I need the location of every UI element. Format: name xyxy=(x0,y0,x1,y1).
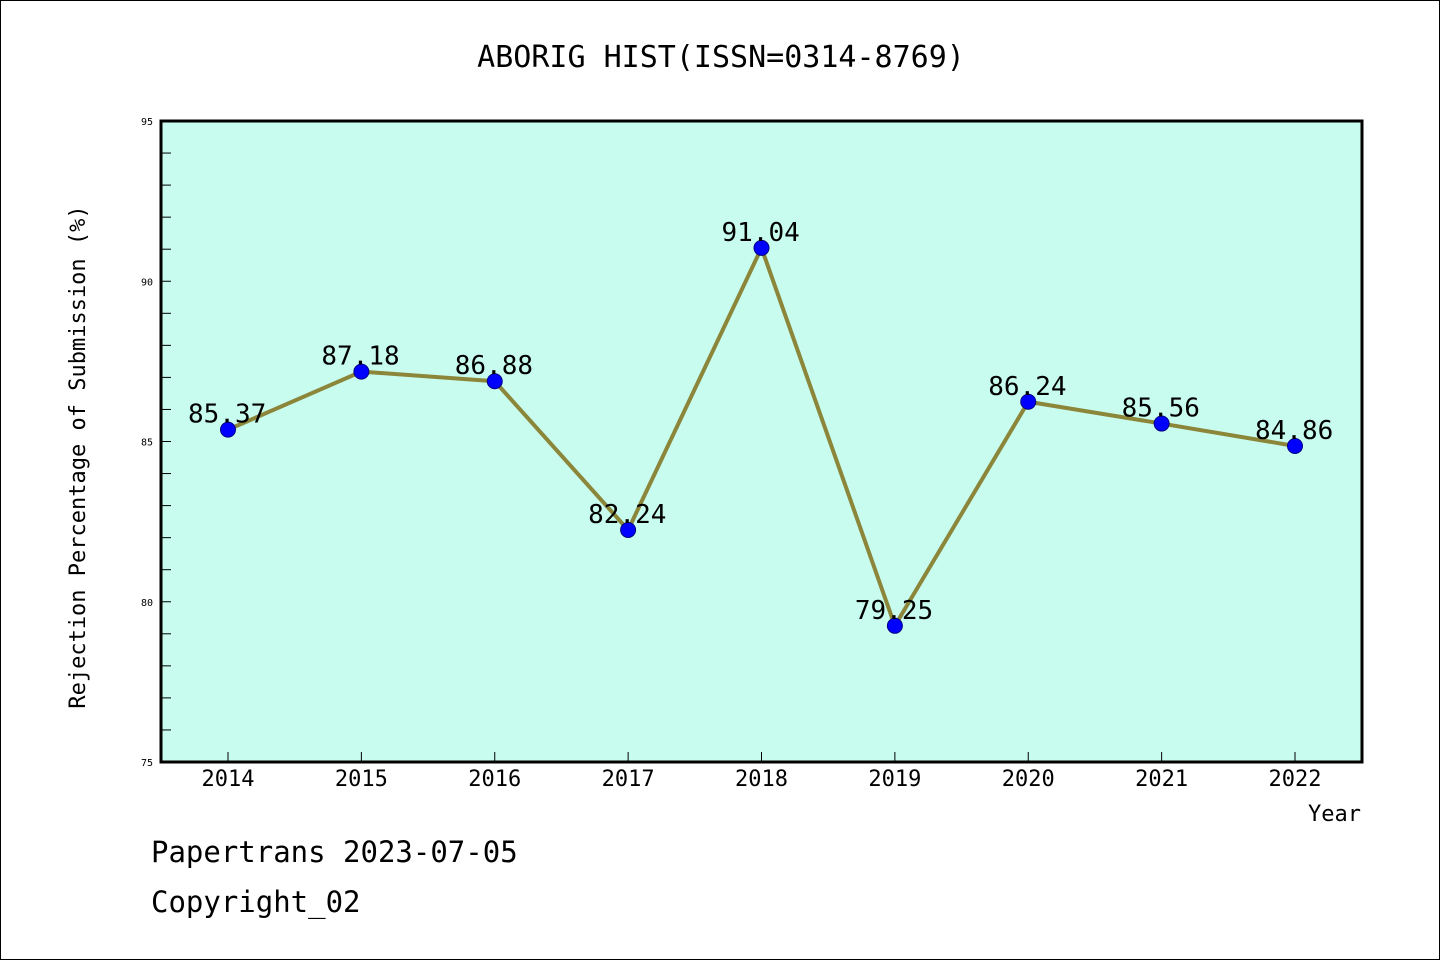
data-point xyxy=(220,421,236,438)
footer-copyright-line: Copyright_02 xyxy=(151,885,361,919)
y-tick-label: 80 xyxy=(141,598,153,609)
y-tick-label: 95 xyxy=(141,117,153,128)
data-labels: 85.37 87.18 86.88 82.24 91.04 79.25 86.24 85.56… xyxy=(188,218,1333,626)
data-point xyxy=(886,617,903,634)
y-tick-label: 85 xyxy=(141,438,153,449)
data-point xyxy=(353,363,370,380)
x-tick-label: 2020 xyxy=(1002,767,1055,792)
data-point xyxy=(620,521,637,538)
x-tick-label: 2019 xyxy=(868,767,921,792)
x-tick-label: 2014 xyxy=(202,767,255,792)
data-label: 85.56 xyxy=(1122,394,1200,424)
data-label: 91.04 xyxy=(722,218,800,248)
data-markers xyxy=(220,239,1303,634)
x-tick-label: 2021 xyxy=(1135,767,1188,792)
x-axis: 2014 2015 2016 2017 2018 2019 2020 2021 2022 xyxy=(202,752,1322,792)
data-point xyxy=(753,239,770,256)
data-label: 86.88 xyxy=(455,351,533,381)
y-tick-label: 75 xyxy=(141,758,153,769)
y-axis: 75 80 85 90 95 xyxy=(141,117,171,769)
data-label: 82.24 xyxy=(588,500,666,530)
data-label: 85.37 xyxy=(188,400,266,430)
data-label: 87.18 xyxy=(321,342,399,372)
y-tick-label: 90 xyxy=(141,277,153,288)
x-tick-label: 2022 xyxy=(1269,767,1322,792)
data-point xyxy=(1020,393,1037,410)
x-axis-label: Year xyxy=(1308,802,1361,827)
data-label: 86.24 xyxy=(988,372,1066,402)
x-tick-label: 2016 xyxy=(468,767,521,792)
data-point xyxy=(1153,415,1170,432)
chart-title: ABORIG HIST(ISSN=0314-8769) xyxy=(477,40,965,75)
plot-border xyxy=(159,119,1364,764)
y-axis-label: Rejection Percentage of Submission (%) xyxy=(66,205,91,708)
data-label: 79.25 xyxy=(855,596,933,626)
data-point xyxy=(486,373,503,390)
x-tick-label: 2015 xyxy=(335,767,388,792)
data-point xyxy=(1287,437,1303,454)
plot-area xyxy=(161,121,1362,762)
x-tick-label: 2017 xyxy=(602,767,655,792)
x-tick-label: 2018 xyxy=(735,767,788,792)
footer-date-line: Papertrans 2023-07-05 xyxy=(151,835,518,869)
data-label: 84.86 xyxy=(1255,416,1333,446)
